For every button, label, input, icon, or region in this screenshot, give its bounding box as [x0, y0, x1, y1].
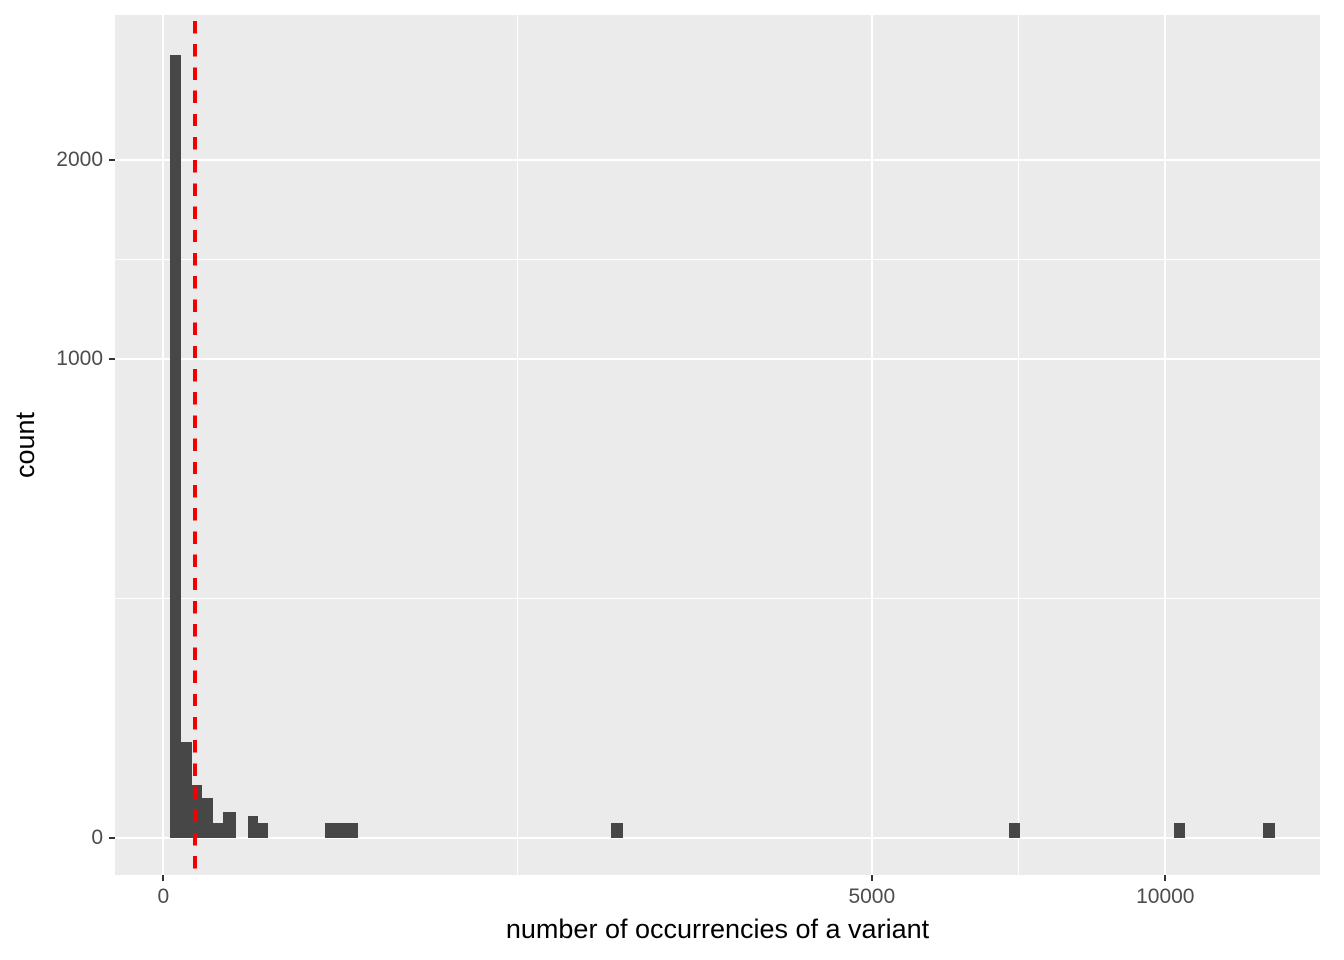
histogram-bar	[324, 822, 358, 838]
plot-panel	[115, 15, 1320, 875]
histogram-bar	[213, 822, 224, 838]
histogram-bar	[181, 741, 193, 838]
y-axis-title: count	[10, 411, 40, 479]
x-tick-mark	[1164, 875, 1167, 881]
x-tick-label: 10000	[1136, 885, 1195, 908]
x-tick-label: 0	[157, 885, 170, 908]
histogram-bar	[223, 811, 237, 838]
x-tick-label: 5000	[848, 885, 896, 908]
y-tick-label: 2000	[56, 148, 103, 172]
gridline-y-minor	[115, 597, 1320, 599]
y-tick-mark	[109, 159, 115, 162]
gridline-x-minor	[517, 15, 519, 875]
histogram-bar	[202, 797, 214, 838]
gridline-y-minor	[115, 258, 1320, 260]
gridline-y-major	[115, 836, 1320, 839]
y-tick-mark	[109, 357, 115, 360]
histogram-bar	[1008, 822, 1020, 838]
x-axis-title: number of occurrencies of a variant	[505, 914, 930, 944]
histogram-bar	[170, 54, 182, 838]
histogram-bar	[1174, 822, 1186, 838]
histogram-bar	[192, 785, 203, 838]
histogram-bar	[258, 822, 269, 838]
y-tick-mark	[109, 836, 115, 839]
gridline-y-major	[115, 159, 1320, 162]
x-tick-mark	[870, 875, 873, 881]
histogram-bar	[1263, 822, 1275, 838]
y-tick-label: 0	[91, 825, 103, 849]
x-tick-mark	[162, 875, 165, 881]
gridline-x-minor	[1018, 15, 1020, 875]
gridline-x-major	[870, 15, 873, 875]
gridline-x-major	[1164, 15, 1167, 875]
histogram-bar	[611, 822, 624, 838]
vline-dashed-red	[193, 15, 197, 875]
y-tick-label: 1000	[56, 346, 103, 370]
gridline-x-major	[162, 15, 165, 875]
gridline-y-major	[115, 357, 1320, 360]
histogram-bar	[247, 816, 259, 838]
